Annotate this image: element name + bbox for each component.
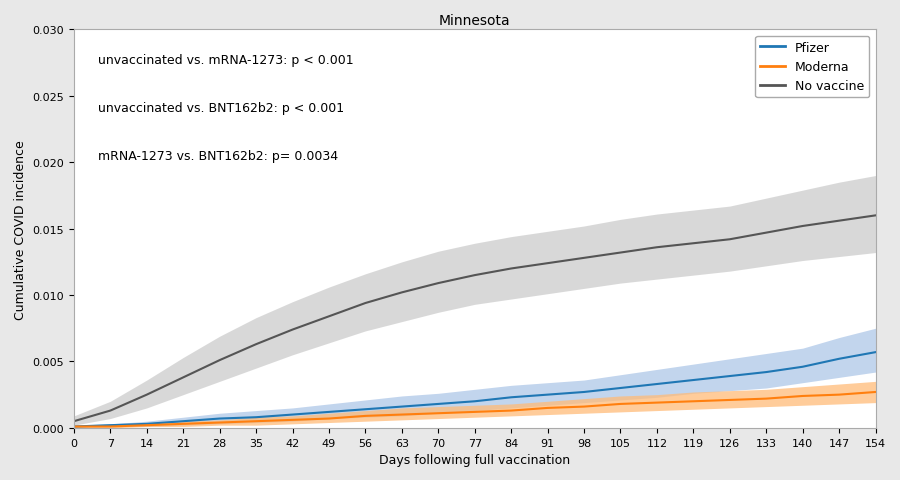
- Moderna: [870, 389, 881, 395]
- Pfizer: [469, 398, 480, 404]
- Moderna: [68, 424, 79, 430]
- No vaccine: [360, 300, 371, 306]
- No vaccine: [724, 237, 735, 243]
- Pfizer: [542, 392, 553, 398]
- Y-axis label: Cumulative COVID incidence: Cumulative COVID incidence: [14, 140, 27, 319]
- Pfizer: [214, 416, 225, 421]
- Moderna: [469, 409, 480, 415]
- Pfizer: [287, 412, 298, 418]
- Moderna: [688, 398, 698, 404]
- No vaccine: [542, 261, 553, 266]
- No vaccine: [214, 358, 225, 363]
- Pfizer: [870, 349, 881, 355]
- Moderna: [833, 392, 844, 398]
- Pfizer: [579, 389, 590, 395]
- Moderna: [760, 396, 771, 402]
- Pfizer: [433, 401, 444, 407]
- Moderna: [214, 420, 225, 426]
- Moderna: [251, 419, 262, 424]
- Text: unvaccinated vs. mRNA-1273: p < 0.001: unvaccinated vs. mRNA-1273: p < 0.001: [98, 54, 354, 67]
- Pfizer: [688, 377, 698, 383]
- Legend: Pfizer, Moderna, No vaccine: Pfizer, Moderna, No vaccine: [755, 36, 869, 98]
- Moderna: [105, 424, 116, 430]
- No vaccine: [870, 213, 881, 219]
- Pfizer: [833, 356, 844, 362]
- No vaccine: [579, 255, 590, 261]
- Moderna: [797, 393, 808, 399]
- Moderna: [397, 412, 408, 418]
- Pfizer: [324, 409, 335, 415]
- No vaccine: [433, 281, 444, 287]
- Moderna: [287, 417, 298, 423]
- X-axis label: Days following full vaccination: Days following full vaccination: [379, 453, 571, 466]
- No vaccine: [68, 419, 79, 424]
- No vaccine: [469, 273, 480, 278]
- Moderna: [360, 413, 371, 419]
- Line: No vaccine: No vaccine: [74, 216, 876, 421]
- Pfizer: [251, 414, 262, 420]
- Moderna: [652, 400, 662, 406]
- Text: mRNA-1273 vs. BNT162b2: p= 0.0034: mRNA-1273 vs. BNT162b2: p= 0.0034: [98, 150, 338, 163]
- No vaccine: [397, 290, 408, 296]
- Moderna: [141, 422, 152, 428]
- Moderna: [506, 408, 517, 414]
- Pfizer: [506, 395, 517, 400]
- Text: unvaccinated vs. BNT162b2: p < 0.001: unvaccinated vs. BNT162b2: p < 0.001: [98, 102, 344, 115]
- Moderna: [615, 401, 626, 407]
- Pfizer: [652, 381, 662, 387]
- No vaccine: [105, 408, 116, 414]
- No vaccine: [178, 375, 189, 381]
- No vaccine: [251, 342, 262, 348]
- No vaccine: [833, 218, 844, 224]
- Moderna: [178, 421, 189, 427]
- No vaccine: [506, 266, 517, 272]
- No vaccine: [141, 392, 152, 398]
- Moderna: [724, 397, 735, 403]
- Pfizer: [724, 373, 735, 379]
- No vaccine: [615, 250, 626, 256]
- Pfizer: [797, 364, 808, 370]
- Moderna: [324, 416, 335, 421]
- No vaccine: [688, 241, 698, 247]
- Pfizer: [105, 422, 116, 428]
- No vaccine: [797, 224, 808, 229]
- Moderna: [579, 404, 590, 409]
- No vaccine: [652, 245, 662, 251]
- Pfizer: [141, 421, 152, 427]
- No vaccine: [324, 314, 335, 320]
- Line: Pfizer: Pfizer: [74, 352, 876, 427]
- Pfizer: [760, 370, 771, 375]
- Pfizer: [68, 424, 79, 430]
- Pfizer: [178, 419, 189, 424]
- Title: Minnesota: Minnesota: [439, 14, 510, 28]
- Moderna: [433, 410, 444, 416]
- Pfizer: [397, 404, 408, 409]
- No vaccine: [760, 230, 771, 236]
- Moderna: [542, 405, 553, 411]
- Line: Moderna: Moderna: [74, 392, 876, 427]
- No vaccine: [287, 327, 298, 333]
- Pfizer: [615, 385, 626, 391]
- Pfizer: [360, 407, 371, 412]
